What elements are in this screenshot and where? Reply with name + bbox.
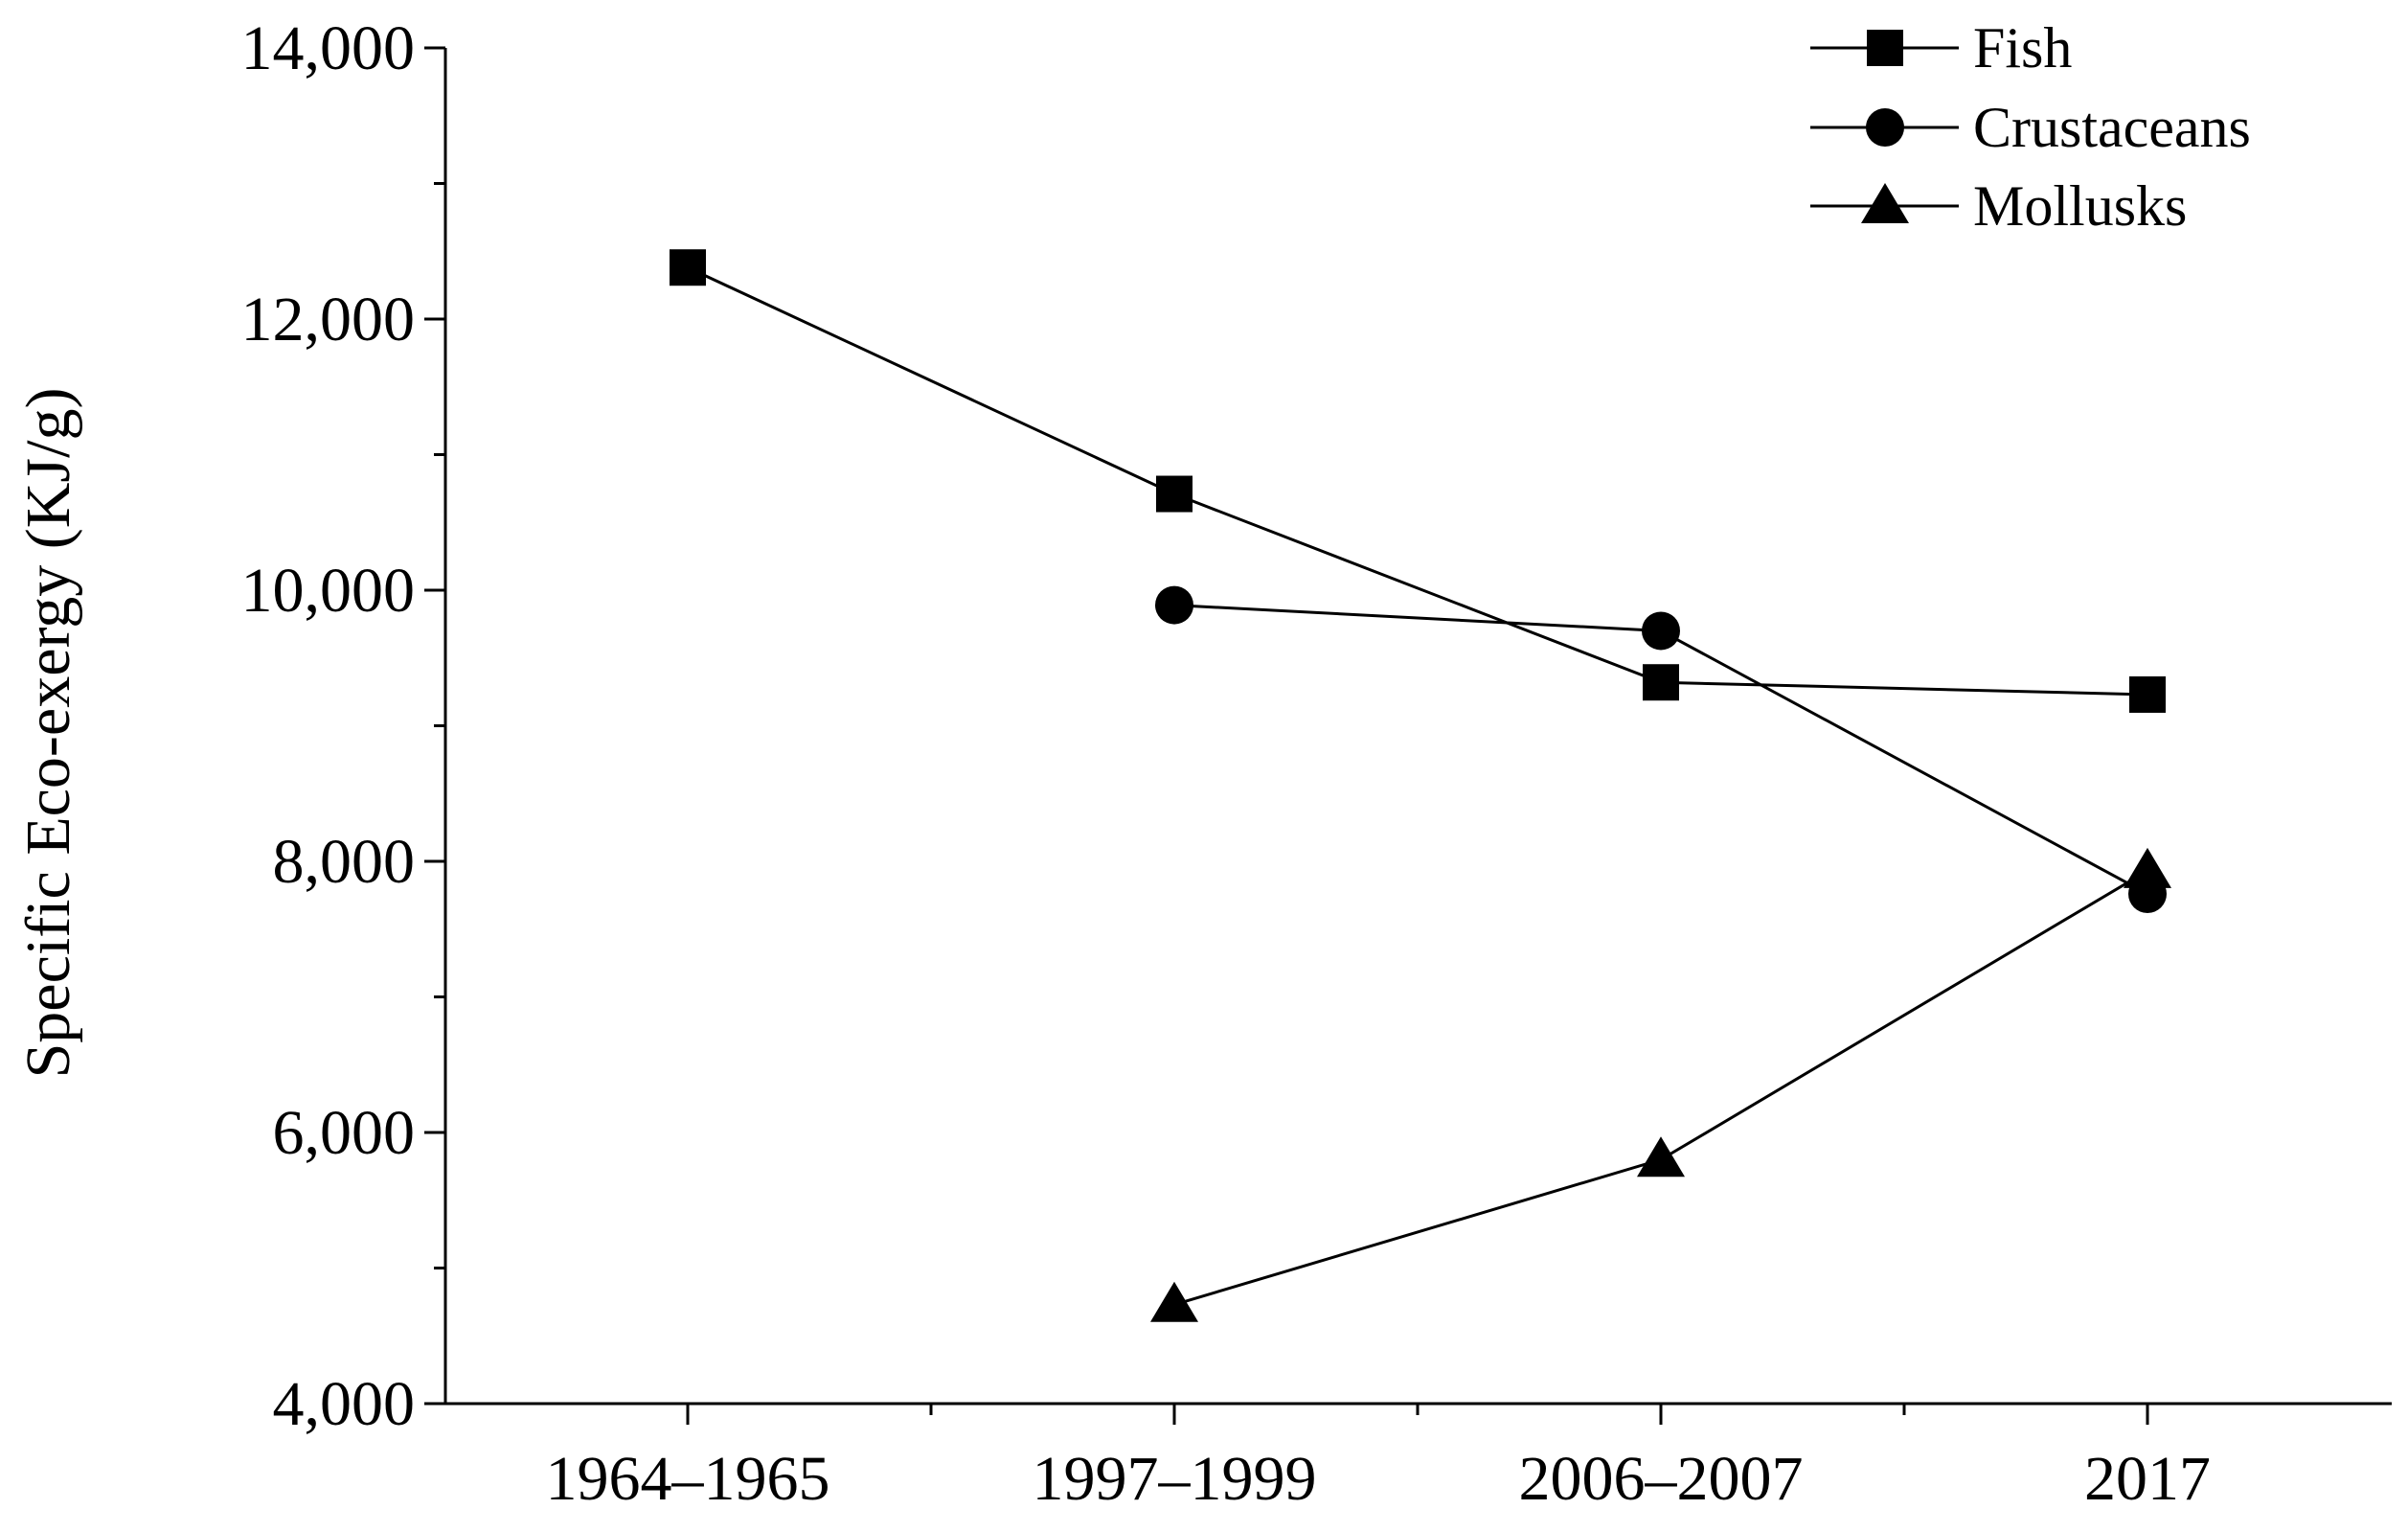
- data-point-fish: [1156, 475, 1193, 513]
- legend-label-fish: Fish: [1973, 16, 2072, 80]
- x-tick-label: 1997–1999: [1033, 1444, 1317, 1514]
- legend-item-mollusks: Mollusks: [1810, 174, 2187, 238]
- legend-item-crustaceans: Crustaceans: [1810, 96, 2251, 159]
- series-crustaceans: [1155, 585, 2167, 913]
- legend-item-fish: Fish: [1810, 16, 2072, 80]
- legend: Fish Crustaceans Mollusks: [1810, 16, 2251, 238]
- data-point-crustaceans: [1155, 585, 1193, 625]
- y-tick-label: 12,000: [241, 285, 416, 354]
- x-ticks: 1964–1965 1997–1999 2006–2007 2017: [546, 1404, 2211, 1514]
- series-fish: [670, 249, 2166, 713]
- y-ticks: 4,000 6,000 8,000 10,000 12,000 14,000: [241, 13, 445, 1439]
- y-tick-label: 8,000: [273, 827, 416, 897]
- data-point-fish: [2129, 675, 2166, 713]
- series-line-mollusks: [1173, 869, 2148, 1307]
- x-tick-label: 1964–1965: [546, 1444, 830, 1514]
- y-tick-label: 6,000: [273, 1098, 416, 1168]
- data-point-fish: [1643, 664, 1679, 701]
- legend-marker-crustaceans: [1866, 108, 1904, 147]
- data-point-mollusks: [1150, 1281, 1198, 1322]
- series-mollusks: [1150, 847, 2171, 1322]
- data-point-mollusks: [2124, 847, 2171, 888]
- data-point-crustaceans: [1642, 611, 1680, 651]
- y-tick-label: 4,000: [273, 1369, 416, 1439]
- legend-marker-mollusks: [1861, 183, 1909, 223]
- legend-label-mollusks: Mollusks: [1973, 174, 2187, 238]
- x-tick-label: 2017: [2084, 1444, 2211, 1514]
- legend-marker-fish: [1867, 30, 1903, 66]
- series-line-fish: [687, 265, 2148, 697]
- x-tick-label: 2006–2007: [1519, 1444, 1804, 1514]
- y-tick-label: 14,000: [241, 13, 416, 83]
- y-axis-label: Specific Eco-exergy (KJ/g): [13, 388, 83, 1079]
- y-tick-label: 10,000: [241, 556, 416, 626]
- data-point-mollusks: [1637, 1136, 1685, 1178]
- data-point-fish: [670, 249, 706, 286]
- legend-label-crustaceans: Crustaceans: [1973, 96, 2251, 159]
- axes: [443, 48, 2392, 1406]
- series-layer: [670, 249, 2171, 1322]
